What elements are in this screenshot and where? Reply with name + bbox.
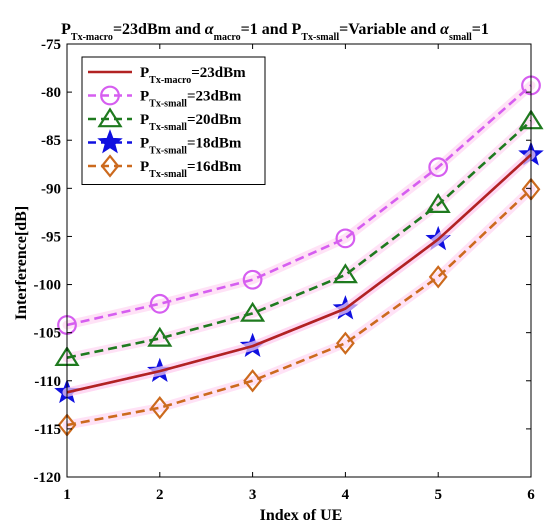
series-line-halo [62,150,536,397]
y-axis-title: Interference[dB] [13,206,30,320]
series-line [66,153,532,394]
legend-box [81,56,266,185]
y-tick-label: -105 [34,326,62,342]
series-line [66,188,532,427]
legend: PTx-macro=23dBmPTx-small=23dBmPTx-small=… [81,56,266,185]
y-tick-label: -75 [41,37,61,53]
data-point [335,331,355,355]
series-line [66,153,532,394]
data-point [332,263,358,284]
legend-entry-1: PTx-macro=23dBm [88,65,246,86]
legend-entry-3: PTx-small=20dBm [88,107,242,133]
legend-marker [97,129,123,154]
data-point [240,301,266,322]
plot-frame [66,43,532,478]
plot-area [54,75,544,437]
y-tick-label: -110 [34,374,61,390]
legend-label: PTx-small=20dBm [140,112,242,133]
y-tick-label: -80 [41,85,61,101]
y-tick-label: -95 [41,229,61,245]
data-point [428,265,448,289]
legend-marker [100,154,120,178]
data-point [425,193,451,213]
series-1 [62,150,536,397]
series-line-halo [62,150,536,397]
y-tick-label: -120 [34,470,62,486]
legend-entry-4: PTx-small=18dBm [88,129,242,157]
data-point [428,157,449,178]
legend-label: PTx-small=18dBm [140,136,242,157]
x-tick-label: 4 [342,487,350,503]
legend-entry-2: PTx-small=23dBm [88,85,242,110]
x-axis-title: Index of UE [260,507,343,524]
chart-title: PTx-macro=23dBm and αmacro=1 and PTx-sma… [61,21,489,43]
x-tick-label: 3 [249,487,257,503]
data-point [242,269,263,290]
legend-label: PTx-small=23dBm [140,89,242,110]
data-point [335,228,356,249]
series-5 [57,177,541,437]
x-tick-label: 2 [156,487,164,503]
data-point [150,396,170,420]
series-line [66,84,532,327]
y-tick-label: -90 [41,181,61,197]
y-tick-label: -115 [34,422,61,438]
y-tick-label: -100 [34,278,62,294]
data-point [243,369,263,393]
x-tick-label: 1 [63,487,71,503]
legend-label: PTx-macro=23dBm [140,65,246,86]
legend-entry-5: PTx-small=16dBm [88,154,242,180]
x-tick-label: 6 [527,487,535,503]
legend-marker [97,107,123,128]
legend-marker [100,85,120,106]
legend-label: PTx-small=16dBm [140,159,242,180]
y-tick-label: -85 [41,133,61,149]
data-point [147,326,173,347]
series-line [66,120,532,359]
data-point [149,293,170,314]
x-tick-label: 5 [434,487,442,503]
series-3 [54,109,544,366]
